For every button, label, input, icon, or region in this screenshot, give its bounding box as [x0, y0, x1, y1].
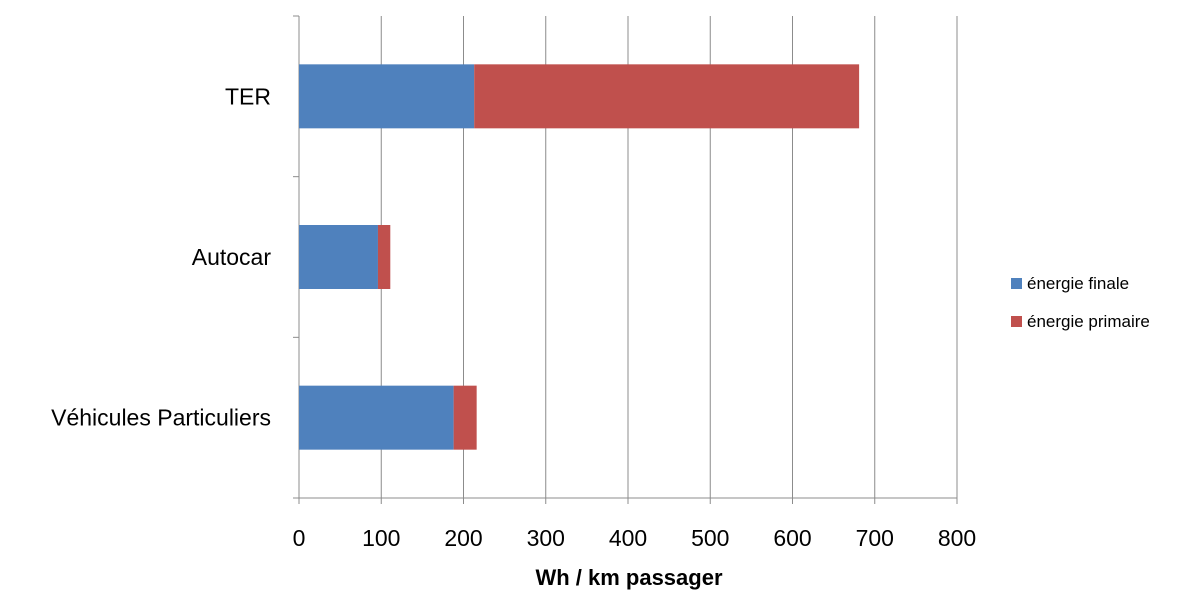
x-tick-label-500: 500 — [691, 525, 729, 551]
x-tick-label-200: 200 — [444, 525, 482, 551]
x-tick-label-800: 800 — [938, 525, 976, 551]
legend-label-energie-primaire: énergie primaire — [1027, 312, 1150, 331]
bar-ter-energie-finale — [299, 64, 475, 129]
bar-ter-energie-primaire — [474, 64, 860, 129]
x-tick-label-300: 300 — [527, 525, 565, 551]
legend-swatch-energie-primaire — [1011, 316, 1022, 327]
legend-label-energie-finale: énergie finale — [1027, 274, 1129, 293]
category-label-vehicules-particuliers: Véhicules Particuliers — [51, 405, 271, 431]
bar-vehicules-particuliers-energie-primaire — [453, 385, 477, 450]
bars — [299, 64, 860, 450]
bar-vehicules-particuliers-energie-finale — [299, 385, 454, 450]
x-tick-label-400: 400 — [609, 525, 647, 551]
tick-labels: 0 100 200 300 400 500 600 700 800 — [293, 525, 977, 551]
legend-swatch-energie-finale — [1011, 278, 1022, 289]
category-labels: TER Autocar Véhicules Particuliers — [51, 83, 271, 430]
x-tick-label-0: 0 — [293, 525, 306, 551]
x-tick-label-700: 700 — [856, 525, 894, 551]
category-label-ter: TER — [225, 83, 271, 109]
x-axis-title: Wh / km passager — [535, 565, 723, 590]
x-tick-label-100: 100 — [362, 525, 400, 551]
bar-autocar-energie-finale — [299, 225, 378, 289]
category-label-autocar: Autocar — [192, 244, 272, 270]
bar-autocar-energie-primaire — [377, 225, 391, 289]
legend: énergie finale énergie primaire — [1011, 274, 1150, 331]
x-tick-label-600: 600 — [773, 525, 811, 551]
